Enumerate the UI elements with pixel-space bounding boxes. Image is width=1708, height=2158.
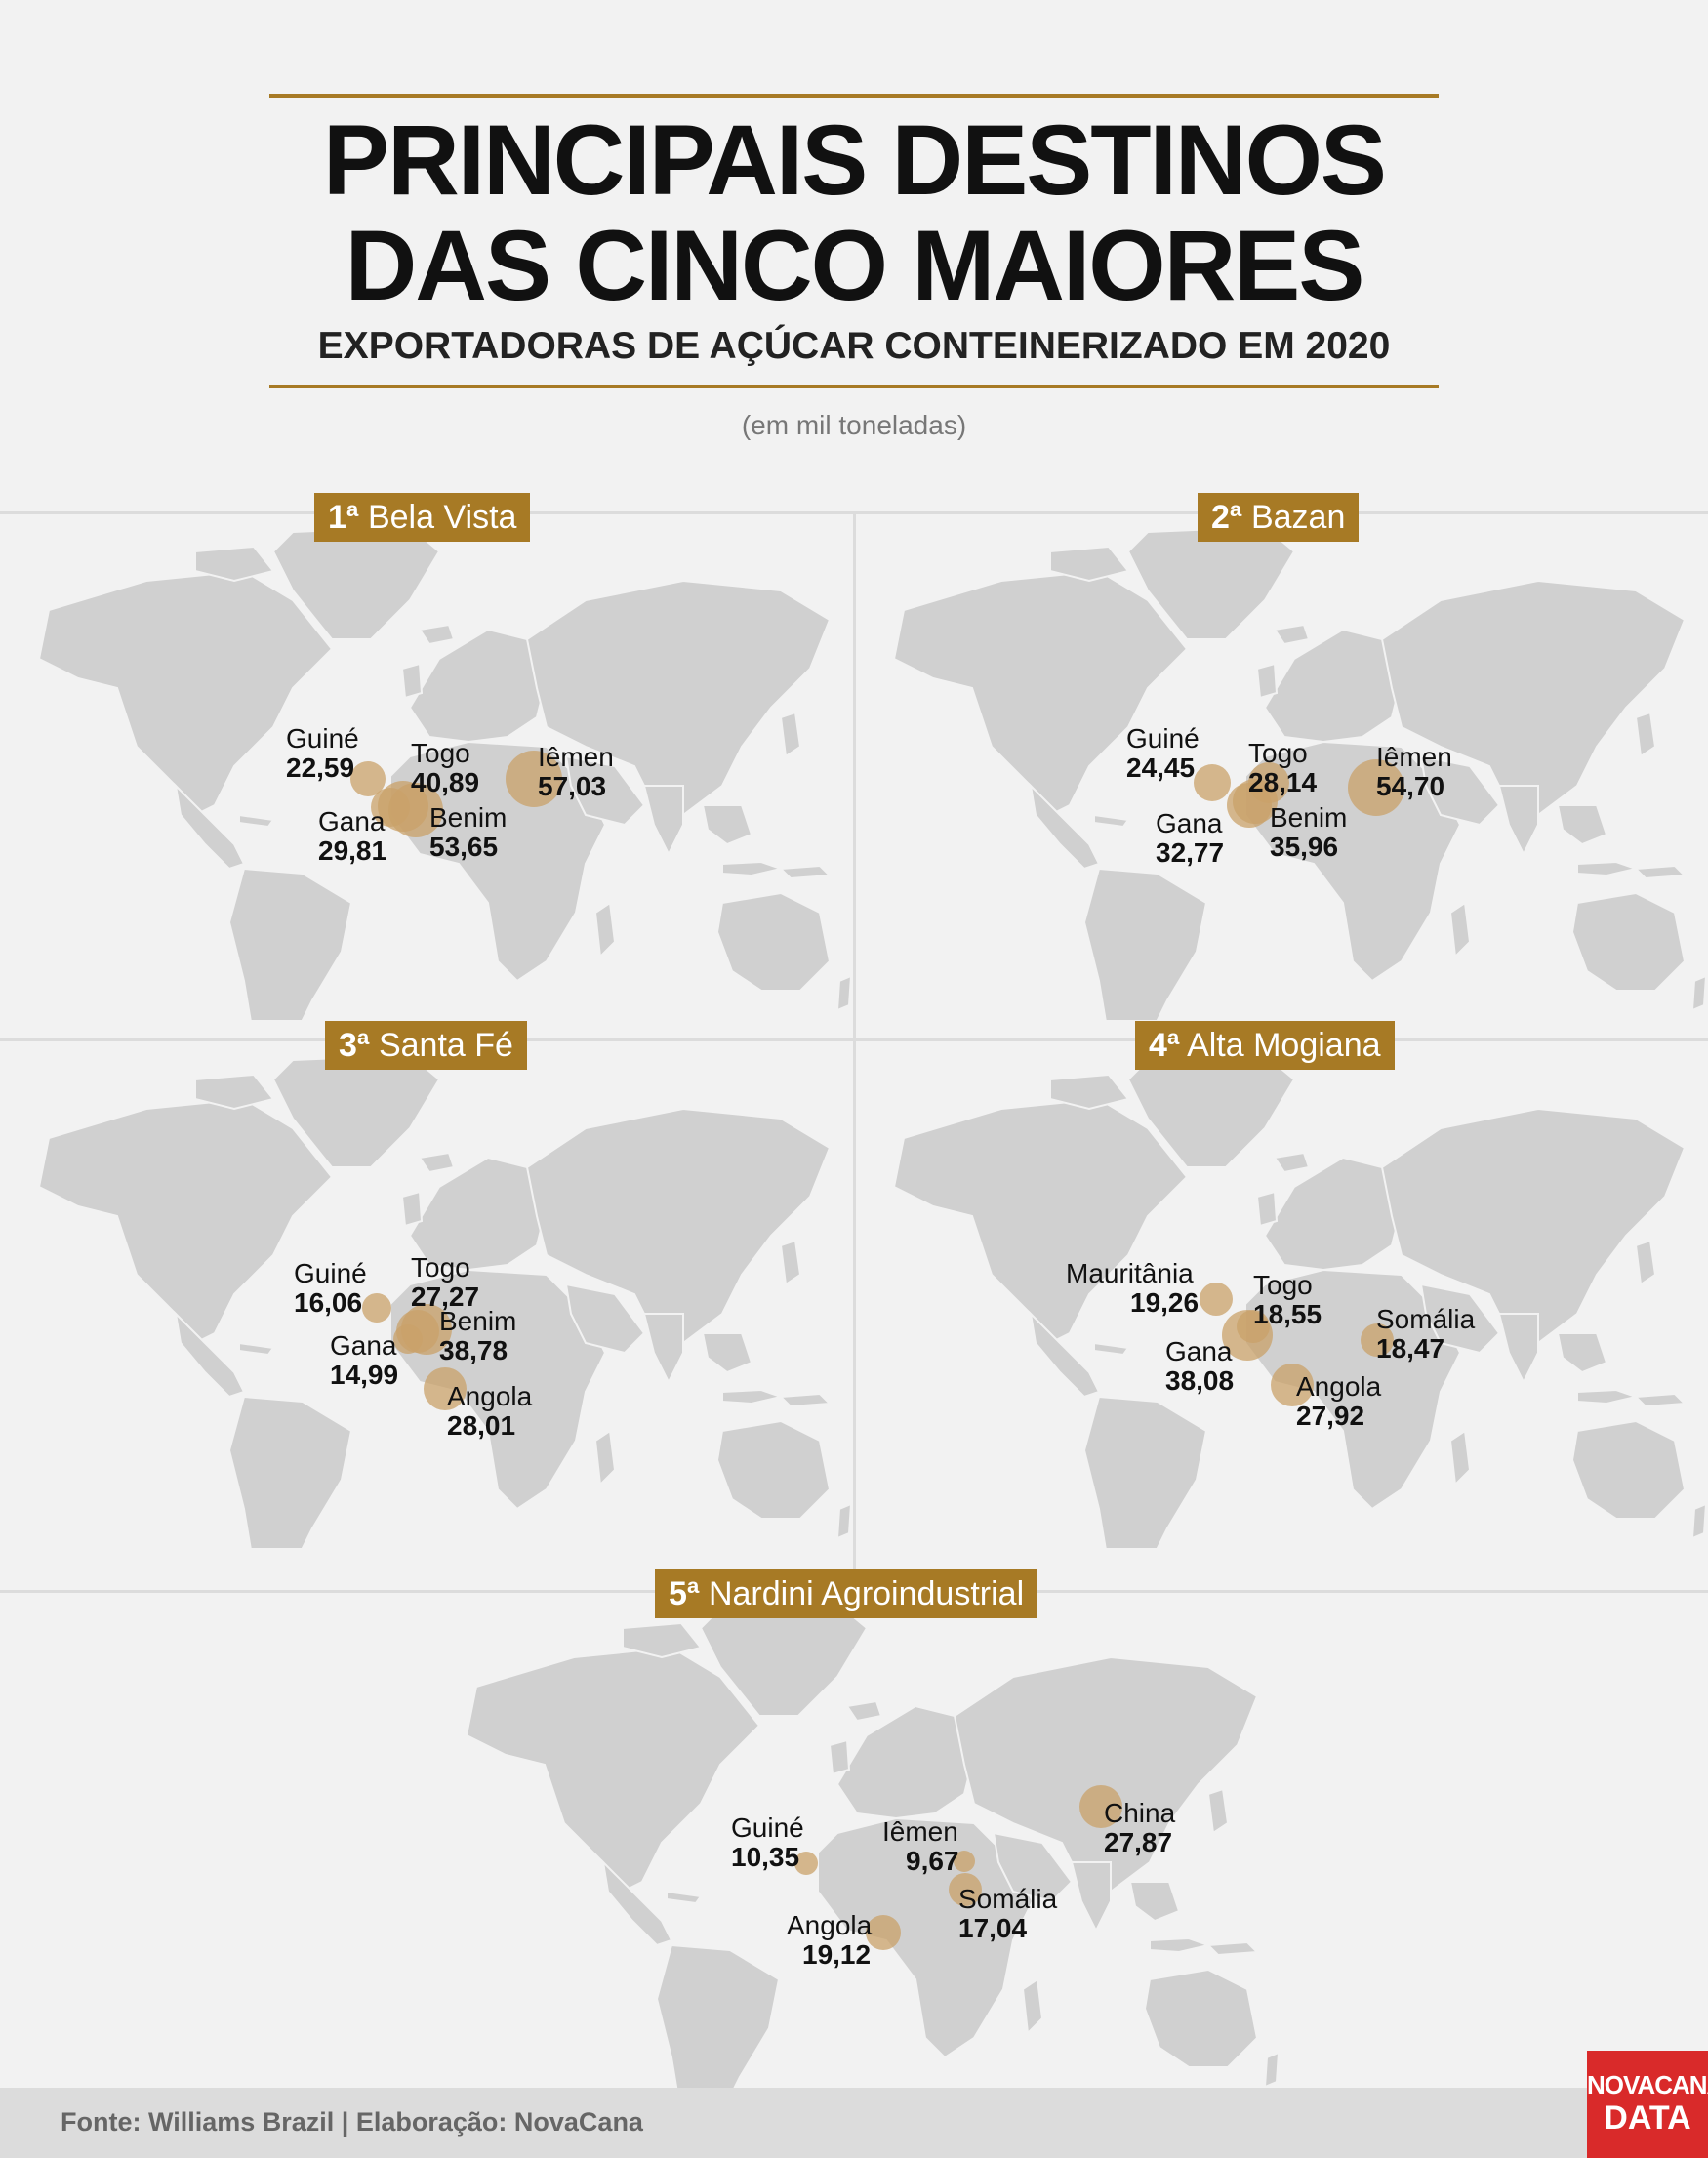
header: PRINCIPAIS DESTINOS DAS CINCO MAIORES EX…	[269, 94, 1439, 388]
label-togo: Togo 28,14	[1248, 738, 1318, 797]
label-china: China 27,87	[1104, 1798, 1176, 1857]
world-map	[38, 1054, 852, 1548]
label-angola: Angola 27,92	[1296, 1371, 1382, 1431]
panel-label: 5ª Nardini Agroindustrial	[655, 1569, 1038, 1618]
label-guine: Guiné 24,45	[1126, 723, 1200, 783]
bubble-angola	[1271, 1364, 1314, 1406]
label-togo: Togo 40,89	[411, 738, 480, 797]
bubble-benim	[401, 1304, 452, 1355]
novacana-logo: NOVACANA DATA	[1587, 2051, 1708, 2158]
label-guine: Guiné 22,59	[286, 723, 359, 783]
label-iemen: Iêmen 9,67	[882, 1816, 959, 1876]
panel-label: 3ª Santa Fé	[325, 1021, 527, 1070]
bubble-iemen	[506, 751, 562, 807]
panel-nardini: 5ª Nardini Agroindustrial China 27,87 Gui…	[427, 1569, 1281, 2097]
label-guine: Guiné 16,06	[294, 1258, 367, 1318]
bubble-benim	[388, 783, 443, 837]
bubble-guine	[794, 1852, 818, 1875]
panel-bazan: 2ª Bazan Guiné 24,45 Togo 28,14 Iêmen 54,70…	[855, 493, 1708, 1020]
world-map	[38, 526, 852, 1020]
world-map	[893, 1054, 1707, 1548]
bubble-angola	[866, 1915, 901, 1950]
bubble-somalia	[949, 1873, 982, 1906]
bubble-gana	[1222, 1310, 1273, 1361]
title-top-rule	[269, 94, 1439, 98]
label-togo: Togo 27,27	[411, 1252, 480, 1312]
bubble-guine	[1194, 764, 1231, 801]
bubble-iemen	[1348, 759, 1404, 816]
label-gana: Gana 38,08	[1165, 1336, 1235, 1396]
bubble-china	[1079, 1785, 1122, 1828]
label-gana: Gana 29,81	[318, 806, 387, 866]
label-benim: Benim 38,78	[439, 1306, 517, 1365]
label-mauritania: Mauritânia 19,26	[1066, 1258, 1200, 1318]
title-line-1: PRINCIPAIS DESTINOS	[323, 104, 1387, 216]
logo-line-2: DATA	[1604, 2099, 1691, 2137]
title-line-2: DAS CINCO MAIORES	[345, 210, 1365, 321]
label-somalia: Somália 18,47	[1376, 1304, 1476, 1364]
panel-alta-mogiana: 4ª Alta Mogiana Mauritânia 19,26 Togo 18,5…	[855, 1021, 1708, 1548]
main-title: PRINCIPAIS DESTINOS DAS CINCO MAIORES	[269, 107, 1439, 318]
world-map	[466, 1603, 1280, 2097]
label-guine: Guiné 10,35	[731, 1812, 804, 1872]
label-benim: Benim 53,65	[429, 802, 508, 862]
bubble-somalia	[1361, 1323, 1394, 1357]
bubble-iemen	[954, 1851, 975, 1872]
label-angola: Angola 19,12	[787, 1910, 873, 1970]
label-angola: Angola 28,01	[447, 1381, 533, 1441]
panel-bela-vista: 1ª Bela Vista Guiné 22,59 Togo 40,89 Iêmen…	[0, 493, 853, 1020]
label-iemen: Iêmen 54,70	[1376, 742, 1452, 801]
bubble-benim	[1233, 779, 1278, 824]
bubble-angola	[424, 1367, 467, 1410]
panel-label: 1ª Bela Vista	[314, 493, 531, 542]
world-map	[893, 526, 1707, 1020]
label-somalia: Somália 17,04	[958, 1884, 1058, 1943]
label-gana: Gana 32,77	[1156, 808, 1225, 868]
bubble-guine	[350, 761, 386, 796]
panel-santa-fe: 3ª Santa Fé Guiné 16,06 Togo 27,27 Gana 14,…	[0, 1021, 853, 1548]
label-togo: Togo 18,55	[1253, 1270, 1322, 1329]
bubble-mauritania	[1200, 1283, 1233, 1316]
label-iemen: Iêmen 57,03	[538, 742, 614, 801]
title-bottom-rule	[269, 385, 1439, 388]
bubble-guine	[362, 1293, 391, 1323]
divider	[853, 511, 856, 1590]
footer: Fonte: Williams Brazil | Elaboração: Nov…	[0, 2088, 1708, 2158]
subtitle: EXPORTADORAS DE AÇÚCAR CONTEINERIZADO EM…	[317, 325, 1391, 367]
label-benim: Benim 35,96	[1270, 802, 1348, 862]
label-gana: Gana 14,99	[330, 1330, 399, 1390]
panel-label: 2ª Bazan	[1198, 493, 1360, 542]
panel-label: 4ª Alta Mogiana	[1135, 1021, 1395, 1070]
logo-line-1: NOVACANA	[1587, 2070, 1708, 2099]
unit-note: (em mil toneladas)	[741, 410, 967, 440]
source-note: Fonte: Williams Brazil | Elaboração: Nov…	[61, 2107, 643, 2137]
